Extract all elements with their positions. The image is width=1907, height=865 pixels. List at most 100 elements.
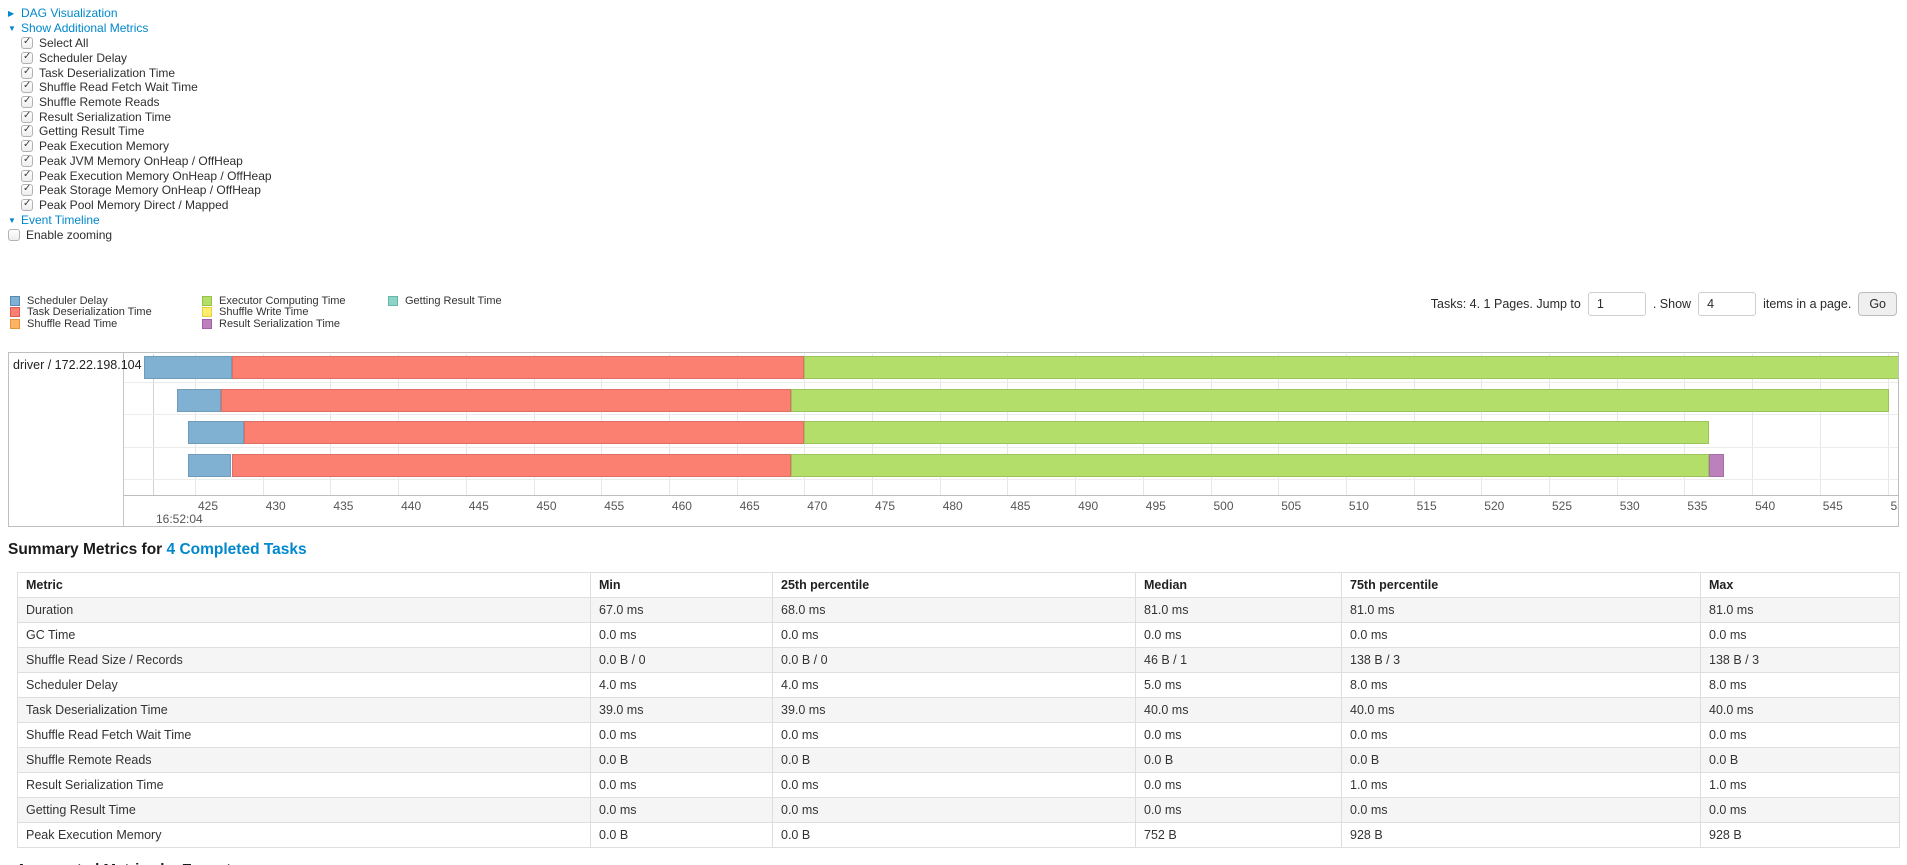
table-row: Shuffle Read Fetch Wait Time 0.0 ms 0.0 ms… — [17, 722, 1900, 748]
pagination-items-label: items in a page. — [1763, 297, 1852, 311]
timeline-tick-label: 530 — [1619, 499, 1640, 513]
completed-tasks-link[interactable]: 4 Completed Tasks — [166, 541, 307, 558]
table-row: Peak Execution Memory 0.0 B 0.0 B 752 B 928 … — [17, 822, 1900, 848]
metric-value-cell: 40.0 ms — [1341, 697, 1701, 723]
metric-checkbox[interactable] — [21, 36, 33, 50]
task-segment-scheduler-delay — [188, 454, 232, 477]
timeline-row-separator — [124, 414, 1898, 415]
enable-zooming-row: Enable zooming — [8, 228, 112, 243]
summary-header-cell: Min — [590, 572, 773, 598]
metric-checkbox-label: Peak Storage Memory OnHeap / OffHeap — [39, 183, 261, 198]
summary-metrics-table: Metric Min 25th percentile Median 75th perce… — [17, 572, 1900, 848]
table-row: GC Time 0.0 ms 0.0 ms 0.0 ms 0.0 ms 0.0 ms — [17, 622, 1900, 648]
legend-column: Scheduler Delay Task Deserialization Time… — [10, 295, 202, 330]
task-segment-scheduler-delay — [143, 356, 232, 379]
timeline-tick-label: 465 — [739, 499, 760, 513]
metric-value-cell: 0.0 ms — [772, 772, 1136, 798]
metric-checkbox[interactable] — [21, 198, 33, 211]
metric-value-cell: 0.0 ms — [1700, 797, 1900, 823]
show-additional-metrics-toggle[interactable]: ▼ Show Additional Metrics — [8, 21, 148, 35]
metric-name-cell: Duration — [17, 597, 591, 623]
metric-checkbox[interactable] — [21, 66, 33, 79]
metric-name-cell: Getting Result Time — [17, 797, 591, 823]
metric-checkbox[interactable] — [21, 95, 33, 109]
timeline-tick-label: 430 — [265, 499, 286, 513]
metric-value-cell: 928 B — [1341, 822, 1701, 848]
legend-item: Shuffle Read Time — [10, 318, 202, 330]
metric-checkbox-label: Peak Execution Memory — [39, 139, 170, 154]
timeline-tick-label: 500 — [1213, 499, 1234, 513]
timeline-tick-label: 545 — [1822, 499, 1843, 513]
timeline-tick-label: 440 — [401, 499, 422, 513]
timeline-gridline — [1887, 354, 1889, 495]
timeline-tick-label: 490 — [1078, 499, 1099, 513]
metric-value-cell: 928 B — [1700, 822, 1900, 848]
metric-value-cell: 0.0 B — [1700, 747, 1900, 773]
timeline-tick-label: 510 — [1348, 499, 1369, 513]
jump-to-page-input[interactable] — [1587, 292, 1646, 316]
legend-label: Executor Computing Time — [219, 294, 346, 307]
event-timeline-toggle[interactable]: ▼ Event Timeline — [8, 213, 100, 227]
metric-value-cell: 0.0 ms — [1135, 622, 1342, 648]
metric-checkbox[interactable] — [21, 110, 33, 123]
timeline-gridline — [1752, 354, 1754, 495]
metric-checkbox[interactable] — [21, 183, 33, 197]
metric-name-cell: Shuffle Remote Reads — [17, 747, 591, 773]
event-timeline-label: Event Timeline — [21, 213, 100, 227]
enable-zooming-checkbox[interactable] — [8, 229, 20, 242]
metric-name-cell: Scheduler Delay — [17, 672, 591, 698]
legend-item: Shuffle Write Time — [202, 306, 388, 318]
metric-checkbox-row: Scheduler Delay — [21, 51, 272, 66]
metric-checkbox[interactable] — [21, 169, 33, 182]
event-timeline-chart[interactable]: 16:52:04 425 430 435 440 445 450 455 460 465 470 47… — [8, 352, 1899, 527]
metric-value-cell: 8.0 ms — [1341, 672, 1701, 698]
metric-checkbox-row: Shuffle Read Fetch Wait Time — [21, 80, 272, 95]
task-segment-executor-computing — [790, 389, 1889, 412]
metric-value-cell: 40.0 ms — [1135, 697, 1342, 723]
metric-checkbox[interactable] — [21, 139, 33, 153]
summary-header-cell: Max — [1700, 572, 1900, 598]
metric-checkbox[interactable] — [21, 51, 33, 65]
timeline-plot-area[interactable]: 16:52:04 425 430 435 440 445 450 455 460 465 470 47… — [9, 353, 1898, 526]
dag-visualization-toggle[interactable]: ▶ DAG Visualization — [8, 6, 118, 20]
metric-checkbox[interactable] — [21, 124, 33, 138]
table-row: Result Serialization Time 0.0 ms 0.0 ms 0.0… — [17, 772, 1900, 798]
timeline-tick-label: 540 — [1755, 499, 1776, 513]
timeline-tick-label: 425 — [198, 499, 219, 513]
metric-checkbox-label: Shuffle Read Fetch Wait Time — [39, 80, 198, 95]
metric-value-cell: 81.0 ms — [1341, 597, 1701, 623]
summary-metrics-heading: Summary Metrics for 4 Completed Tasks — [8, 541, 307, 559]
metric-value-cell: 39.0 ms — [590, 697, 773, 723]
metric-value-cell: 0.0 ms — [590, 722, 773, 748]
metric-value-cell: 0.0 ms — [772, 622, 1136, 648]
metric-checkbox-row: Task Deserialization Time — [21, 65, 272, 80]
legend-label: Task Deserialization Time — [27, 306, 152, 319]
items-per-page-input[interactable] — [1698, 292, 1757, 316]
metric-checkbox-label: Scheduler Delay — [39, 51, 128, 66]
metric-value-cell: 0.0 ms — [590, 772, 773, 798]
metric-value-cell: 1.0 ms — [1341, 772, 1701, 798]
enable-zooming-label: Enable zooming — [26, 228, 113, 243]
timeline-tick-label: 520 — [1484, 499, 1505, 513]
go-button[interactable]: Go — [1858, 292, 1897, 316]
metric-checkbox-row: Shuffle Remote Reads — [21, 95, 272, 110]
timeline-row-separator — [124, 479, 1898, 480]
metric-checkbox[interactable] — [21, 154, 33, 167]
metric-value-cell: 0.0 B — [772, 747, 1136, 773]
timeline-major-label: 16:52:04 — [156, 512, 203, 526]
metric-checkbox-row: Peak Storage Memory OnHeap / OffHeap — [21, 183, 272, 198]
metric-checkbox-label: Peak JVM Memory OnHeap / OffHeap — [39, 153, 243, 168]
timeline-legend: Scheduler Delay Task Deserialization Time… — [10, 295, 502, 330]
result-serialization-swatch-icon — [202, 318, 212, 329]
metric-value-cell: 0.0 B / 0 — [772, 647, 1136, 673]
metric-value-cell: 46 B / 1 — [1135, 647, 1342, 673]
metric-value-cell: 0.0 B — [590, 747, 773, 773]
table-row: Shuffle Remote Reads 0.0 B 0.0 B 0.0 B 0.0 B… — [17, 747, 1900, 773]
timeline-axis-line — [9, 495, 1898, 496]
summary-metrics-table-wrap: Metric Min 25th percentile Median 75th perce… — [17, 572, 1900, 848]
metric-value-cell: 0.0 ms — [1341, 797, 1701, 823]
metric-checkbox-row: Peak JVM Memory OnHeap / OffHeap — [21, 154, 272, 169]
table-row: Getting Result Time 0.0 ms 0.0 ms 0.0 ms 0.0… — [17, 797, 1900, 823]
metric-checkbox[interactable] — [21, 80, 33, 94]
